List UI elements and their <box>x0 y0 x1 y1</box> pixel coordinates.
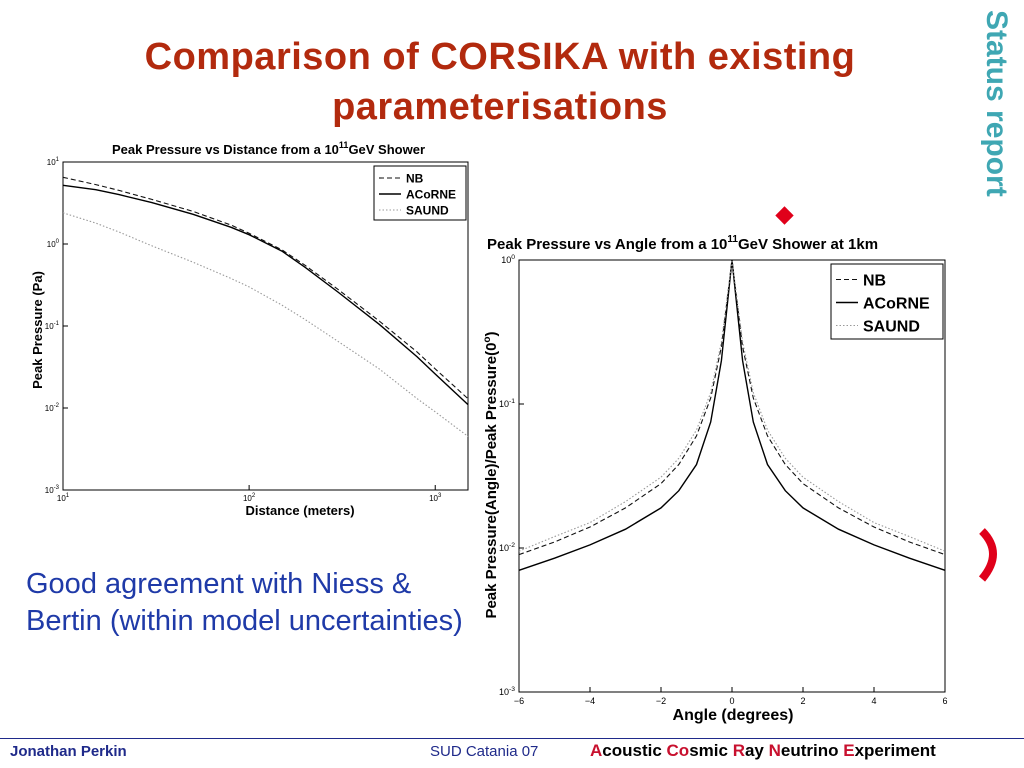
legend-label: ACoRNE <box>406 187 456 201</box>
x-tick-label: −4 <box>585 696 595 706</box>
y-tick-label: 10-2 <box>45 403 60 413</box>
red-arc-icon <box>978 528 997 582</box>
y-tick-label: 10-1 <box>45 321 60 331</box>
chart-pressure-vs-distance: Peak Pressure vs Distance from a 1011GeV… <box>0 135 470 530</box>
side-label: Status report <box>980 10 1013 197</box>
x-tick-label: 103 <box>429 493 442 503</box>
footer-project-part: xperiment <box>854 741 936 760</box>
footer-project-part: eutrino <box>780 741 844 760</box>
x-tick-label: −2 <box>656 696 666 706</box>
legend-label: NB <box>406 171 424 185</box>
y-tick-label: 100 <box>47 239 60 249</box>
legend-label: ACoRNE <box>863 295 930 312</box>
footer-project-part: coustic <box>602 741 667 760</box>
body-text: Good agreement with Niess & Bertin (with… <box>26 568 463 637</box>
footer-project: Acoustic Cosmic Ray Neutrino Experiment <box>590 741 936 761</box>
legend-box <box>830 263 944 340</box>
x-tick-label: 2 <box>800 696 805 706</box>
series-line-nb <box>518 259 946 556</box>
chart-pressure-vs-angle: Peak Pressure vs Angle from a 1011GeV Sh… <box>475 225 975 730</box>
series-line-nb <box>62 176 469 400</box>
y-tick-label: 101 <box>47 157 60 167</box>
footer-project-part: R <box>732 741 745 760</box>
y-tick-label: 10-2 <box>499 542 515 553</box>
y-tick-label: 10-3 <box>499 686 515 697</box>
footer-author: Jonathan Perkin <box>10 743 127 760</box>
chart2-ylabel: Peak Pressure(Angle)/Peak Pressure(0o) <box>482 331 500 618</box>
footer-event: SUD Catania 07 <box>430 743 539 760</box>
chart2-xlabel: Angle (degrees) <box>673 707 794 724</box>
x-tick-label: 0 <box>729 696 734 706</box>
side-label-text: Status report <box>980 10 1013 197</box>
y-tick-label: 10-1 <box>499 398 515 409</box>
series-line-acorne <box>518 259 946 571</box>
y-tick-label: 10-3 <box>45 485 60 495</box>
x-tick-label: −6 <box>514 696 524 706</box>
footer-project-part: A <box>590 741 603 760</box>
footer-project-part: N <box>768 741 781 760</box>
footer-project-part: ay <box>744 741 769 760</box>
footer-project-part: E <box>843 741 855 760</box>
chart2-title: Peak Pressure vs Angle from a 1011GeV Sh… <box>487 234 878 253</box>
legend-label: NB <box>863 272 886 289</box>
chart1-xlabel: Distance (meters) <box>245 503 354 518</box>
footer-divider <box>0 738 1024 739</box>
slide-title-line-1: Comparison of CORSIKA with existing <box>144 36 856 78</box>
legend-label: SAUND <box>406 203 449 217</box>
x-tick-label: 4 <box>871 696 876 706</box>
slide-title-line-2: parameterisations <box>332 86 668 128</box>
footer-project-part: smic <box>689 741 733 760</box>
x-tick-label: 6 <box>942 696 947 706</box>
series-line-acorne <box>62 184 469 406</box>
footer-project-part: Co <box>666 741 690 760</box>
x-tick-label: 101 <box>57 493 70 503</box>
x-tick-label: 102 <box>243 493 256 503</box>
chart1-ylabel: Peak Pressure (Pa) <box>30 271 45 389</box>
y-tick-label: 100 <box>501 254 515 265</box>
red-diamond-icon <box>775 206 794 225</box>
legend-box <box>373 165 467 221</box>
chart1-title: Peak Pressure vs Distance from a 1011GeV… <box>112 140 425 157</box>
legend-label: SAUND <box>863 318 920 335</box>
